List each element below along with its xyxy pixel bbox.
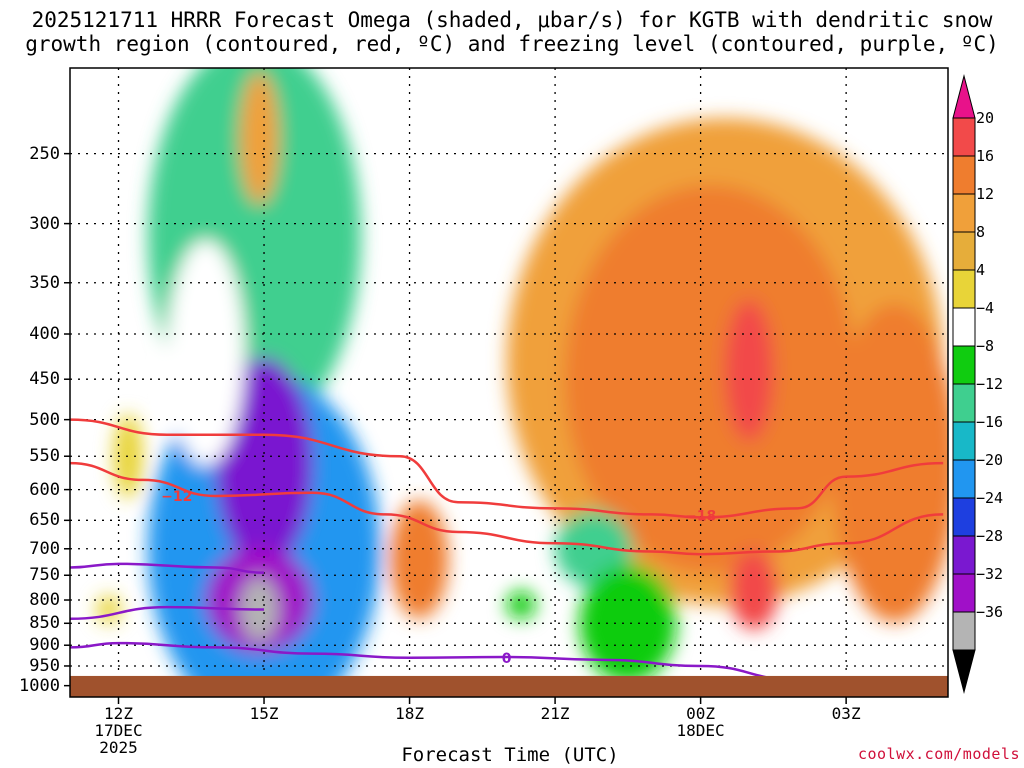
colorbar-band-7 — [952, 383, 976, 423]
colorbar-label: 8 — [976, 223, 986, 241]
colorbar-band-0 — [952, 117, 976, 157]
y-tick-label: 500 — [29, 409, 60, 430]
colorbar-band-1 — [952, 155, 976, 195]
plot-frame — [69, 67, 949, 698]
y-tick-label: 700 — [29, 538, 60, 559]
x-tick-label-12Z: 12Z 17DEC 2025 — [94, 704, 143, 757]
colorbar-label: 12 — [976, 185, 995, 203]
ground-layer — [70, 675, 948, 697]
omega-region-9 — [724, 300, 774, 442]
colorbar-band-13 — [952, 611, 976, 651]
grid-lines — [64, 68, 948, 704]
colorbar — [952, 74, 976, 694]
colorbar-label: −28 — [976, 527, 1004, 545]
dgz-isotherm-1 — [70, 461, 944, 556]
colorbar-band-12 — [952, 573, 976, 613]
colorbar-band-3 — [952, 231, 976, 271]
y-tick-label: 300 — [29, 213, 60, 234]
y-tick-label: 750 — [29, 565, 60, 586]
colorbar-bottom-arrow — [952, 649, 976, 694]
colorbar-label: −20 — [976, 451, 1004, 469]
contours: −12 −18 0 — [70, 418, 944, 682]
y-tick-label: 1000 — [19, 675, 60, 696]
omega-region-10 — [729, 550, 779, 630]
y-tick-label: 950 — [29, 655, 60, 676]
freezing-level-line-0 — [70, 562, 265, 574]
colorbar-label: −16 — [976, 413, 1004, 431]
colorbar-label: 16 — [976, 147, 995, 165]
y-tick-label: 250 — [29, 143, 60, 164]
colorbar-top-arrow — [952, 74, 976, 119]
y-tick-label: 900 — [29, 635, 60, 656]
omega-region-6 — [239, 71, 279, 205]
credit-link[interactable]: coolwx.com/models — [857, 745, 1020, 763]
x-tick-label-03Z: 03Z — [831, 704, 861, 723]
colorbar-label: 4 — [976, 261, 986, 279]
ground-fill — [70, 675, 948, 697]
x-tick-label-18Z: 18Z — [395, 704, 424, 723]
omega-region-2 — [215, 357, 313, 569]
x-axis-label: Forecast Time (UTC) — [401, 744, 619, 766]
y-tick-label: 350 — [29, 272, 60, 293]
y-tick-label: 450 — [29, 369, 60, 390]
colorbar-band-10 — [952, 497, 976, 537]
omega-region-13 — [579, 564, 677, 683]
colorbar-band-2 — [952, 193, 976, 233]
freezing-level-line-2 — [70, 641, 798, 682]
omega-region-11 — [390, 500, 449, 619]
colorbar-band-5 — [952, 307, 976, 347]
isotherm-label-0: −12 — [161, 489, 192, 505]
y-tick-label: 800 — [29, 590, 60, 611]
chart-title-line-1: 2025121711 HRRR Forecast Omega (shaded, … — [31, 8, 993, 32]
colorbar-band-6 — [952, 345, 976, 385]
freezing-level-line-1 — [70, 605, 265, 620]
y-tick-label: 550 — [29, 446, 60, 467]
x-tick-label-21Z: 21Z — [540, 704, 570, 723]
x-tick-label-00Z: 00Z 18DEC — [676, 704, 725, 740]
omega-region-5 — [167, 239, 245, 466]
colorbar-band-11 — [952, 535, 976, 575]
colorbar-band-9 — [952, 459, 976, 499]
colorbar-label: −8 — [976, 337, 995, 355]
isotherm-label-1: −18 — [685, 509, 716, 525]
x-tick-label-15Z: 15Z — [249, 704, 279, 723]
y-tick-label: 600 — [29, 479, 60, 500]
y-tick-label: 850 — [29, 613, 60, 634]
omega-region-17 — [96, 595, 121, 624]
dgz-isotherm-0 — [70, 418, 944, 519]
colorbar-band-8 — [952, 421, 976, 461]
colorbar-label: 20 — [976, 109, 995, 127]
isotherm-label-2: 0 — [502, 651, 512, 667]
chart-title-line-2: growth region (contoured, red, ºC) and f… — [25, 32, 999, 56]
omega-shading — [96, 68, 948, 697]
colorbar-label: −4 — [976, 299, 995, 317]
y-tick-label: 400 — [29, 324, 60, 344]
y-tick-label: 650 — [29, 510, 60, 531]
colorbar-label: −32 — [976, 565, 1004, 583]
colorbar-band-4 — [952, 269, 976, 309]
colorbar-label: −12 — [976, 375, 1004, 393]
colorbar-label: −36 — [976, 603, 1004, 621]
colorbar-label: −24 — [976, 489, 1004, 507]
omega-region-14 — [506, 590, 536, 620]
